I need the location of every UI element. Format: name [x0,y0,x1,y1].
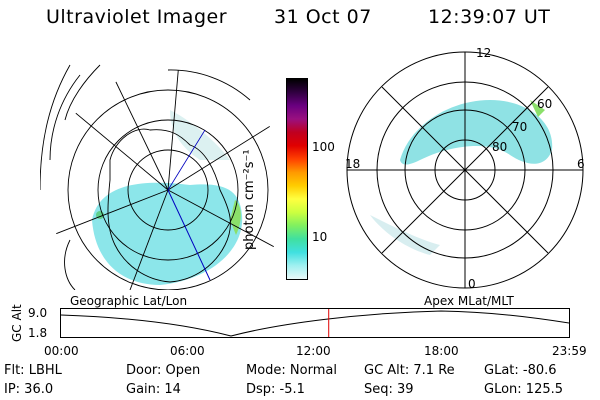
coastline [107,128,231,283]
app-title: Ultraviolet Imager [46,6,228,28]
mlt-label-12: 12 [476,46,492,60]
altitude-curve [61,309,569,337]
colorbar [286,78,308,280]
seq-info: Seq: 39 [364,382,414,397]
emission-region [92,182,243,285]
xtick-1200: 12:00 [296,344,331,358]
altitude-ytick-low: 1.8 [28,326,48,340]
xtick-2359: 23:59 [552,344,587,358]
dsp-info: Dsp: -5.1 [246,382,305,397]
glon-info: GLon: 125.5 [484,382,564,397]
emission-region-faint [170,110,230,160]
lat-label-80: 80 [492,140,508,154]
emission-edge [230,200,241,235]
lat-label-60: 60 [537,97,553,111]
door-info: Door: Open [126,363,201,378]
ip-info: IP: 36.0 [4,382,54,397]
apex-map-label: Apex MLat/MLT [424,294,514,308]
orbit-track [167,189,211,281]
altitude-ylabel: GC Alt [10,304,24,342]
glat-info: GLat: -80.6 [484,363,557,378]
date-label: 31 Oct 07 [274,6,372,28]
lat-label-70: 70 [512,120,528,134]
time-label: 12:39:07 UT [428,6,551,28]
xtick-1800: 18:00 [424,344,459,358]
xtick-0000: 00:00 [44,344,79,358]
mode-info: Mode: Normal [246,363,337,378]
mlt-label-18: 18 [345,157,361,171]
mlt-label-0: 0 [468,277,476,291]
mlt-label-6: 6 [577,157,585,171]
xtick-0600: 06:00 [170,344,205,358]
colorbar-tick-100: 100 [312,140,335,154]
gc-alt-info: GC Alt: 7.1 Re [364,363,455,378]
colorbar-tick-10: 10 [312,230,328,244]
filter-info: Flt: LBHL [4,363,62,378]
geographic-map [40,64,280,290]
emission-edge [530,100,545,117]
geographic-map-label: Geographic Lat/Lon [70,294,188,308]
altitude-ytick-high: 9.0 [28,306,48,320]
polar-map [346,51,584,289]
colorbar-unit-label: photon cm⁻²s⁻¹ [242,149,257,250]
gain-info: Gain: 14 [126,382,181,397]
altitude-plot [60,308,570,338]
